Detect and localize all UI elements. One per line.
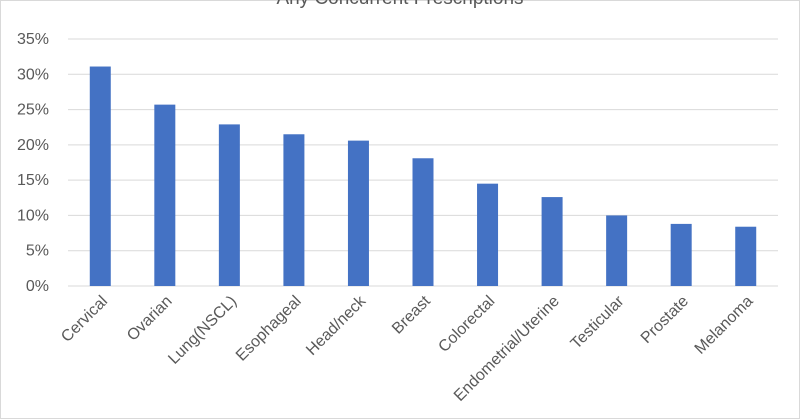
- bar-cervical: [89, 66, 111, 286]
- bar-testicular: [606, 215, 628, 286]
- x-category-label: Head/neck: [303, 292, 370, 359]
- bar-head-neck: [347, 140, 369, 286]
- y-axis-ticks: 0% 5% 10% 15% 20% 25% 30% 35%: [17, 31, 49, 295]
- x-category-label: Lung(NSCL): [165, 293, 240, 368]
- bar-ovarian: [154, 104, 176, 286]
- chart-title: Any Concurrent Prescriptions: [0, 0, 800, 10]
- bar-esophageal: [283, 134, 305, 286]
- y-tick-label: 25%: [17, 102, 49, 119]
- x-category-label: Endometrial/Uterine: [451, 293, 563, 405]
- y-tick-label: 15%: [17, 172, 49, 189]
- x-category-label: Cervical: [58, 293, 111, 346]
- y-tick-label: 10%: [17, 207, 49, 224]
- y-tick-label: 5%: [26, 243, 49, 260]
- x-category-label: Colorectal: [435, 293, 498, 356]
- bar-melanoma: [735, 226, 757, 286]
- bar-endometrial-uterine: [541, 197, 563, 286]
- y-tick-label: 30%: [17, 66, 49, 83]
- x-category-label: Breast: [389, 292, 434, 337]
- x-category-label: Prostate: [638, 293, 692, 347]
- y-tick-label: 35%: [17, 31, 49, 48]
- x-category-label: Ovarian: [124, 293, 176, 345]
- x-axis-labels: Cervical OvarianLung(NSCL)EsophagealHead/…: [58, 292, 756, 405]
- bar-prostate: [670, 223, 692, 286]
- y-tick-label: 0%: [26, 278, 49, 295]
- y-tick-label: 20%: [17, 137, 49, 154]
- bars: [89, 66, 757, 287]
- bar-breast: [412, 158, 434, 286]
- x-category-label: Testicular: [568, 292, 628, 352]
- bar-lung-nscl-: [218, 124, 240, 287]
- x-category-label: Esophageal: [233, 293, 305, 365]
- x-category-label: Melanoma: [692, 293, 757, 358]
- bar-colorectal: [477, 183, 499, 286]
